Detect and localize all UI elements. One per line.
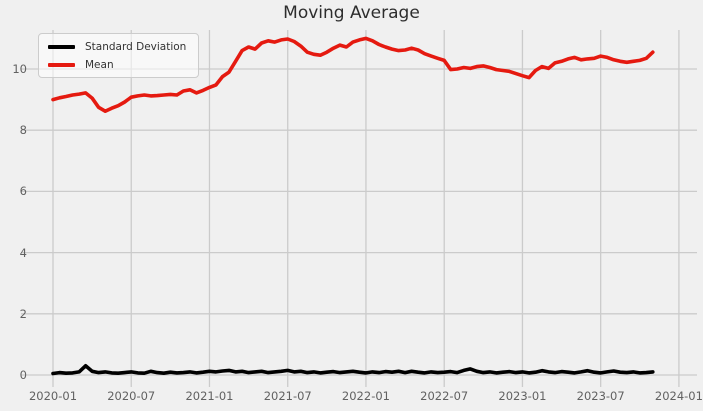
- x-tick-label: 2020-07: [107, 389, 156, 403]
- y-tick-label: 4: [19, 245, 27, 260]
- standard-deviation-line: [51, 363, 655, 376]
- y-tick-label: 8: [19, 123, 27, 138]
- standard-deviation-line-swatch-icon: [48, 44, 75, 49]
- chart-title: Moving Average: [283, 3, 420, 23]
- x-tick-label: 2022-07: [420, 389, 469, 403]
- x-tick-label: 2021-01: [185, 389, 234, 403]
- x-tick-label: 2021-07: [263, 389, 312, 403]
- legend-label-mean: Mean: [85, 58, 114, 71]
- mean-line-swatch-icon: [48, 62, 75, 67]
- x-tick-label: 2020-01: [28, 389, 78, 403]
- legend-entry-standard-deviation: Standard Deviation: [48, 40, 186, 53]
- mean-line: [51, 36, 655, 113]
- y-tick-label: 0: [19, 368, 27, 382]
- x-tick-label: 2023-07: [576, 389, 625, 403]
- legend-entry-mean: Mean: [48, 58, 186, 71]
- legend-label-standard-deviation: Standard Deviation: [85, 40, 187, 53]
- y-tick-label: 10: [12, 62, 27, 76]
- x-tick-label: 2023-01: [498, 389, 547, 403]
- x-tick-label: 2022-01: [341, 389, 390, 403]
- legend: Standard Deviation Mean: [38, 33, 200, 78]
- y-tick-label: 6: [19, 184, 27, 199]
- x-tick-label: 2024-01: [654, 389, 703, 403]
- y-tick-label: 2: [19, 306, 27, 321]
